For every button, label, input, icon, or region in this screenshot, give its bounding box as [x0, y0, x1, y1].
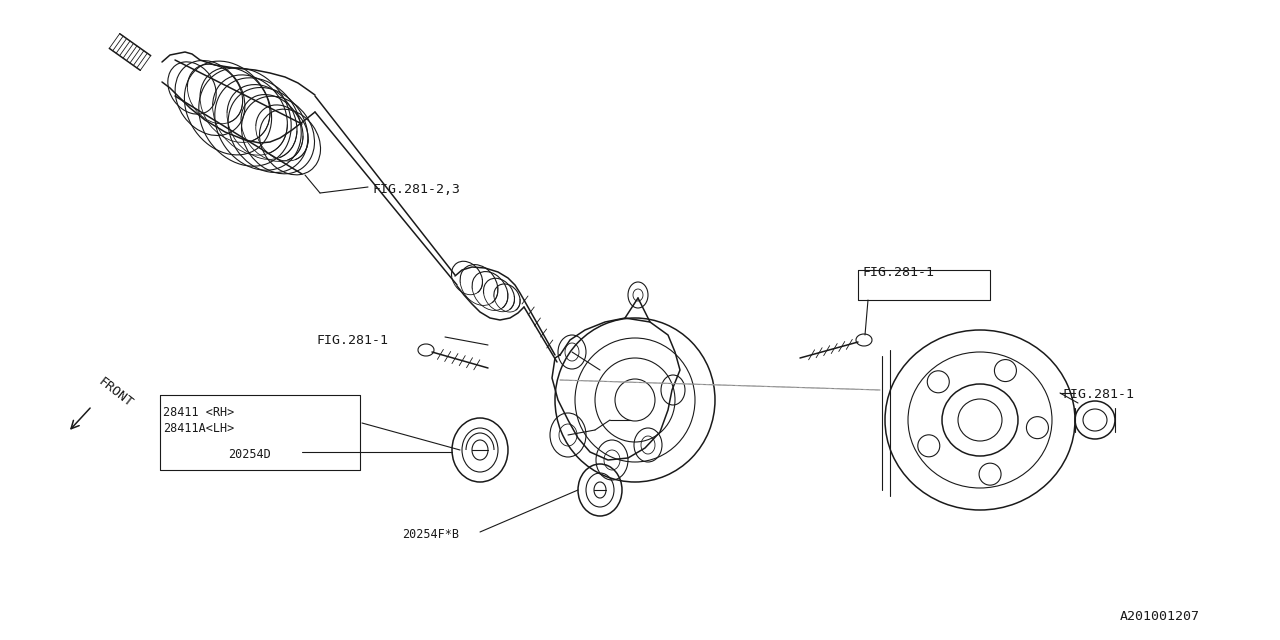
Text: FRONT: FRONT	[96, 375, 136, 410]
Text: 20254D: 20254D	[228, 448, 271, 461]
Text: A201001207: A201001207	[1120, 610, 1201, 623]
Text: FIG.281-1: FIG.281-1	[861, 266, 934, 279]
Text: FIG.281-2,3: FIG.281-2,3	[372, 183, 461, 196]
Text: 28411 <RH>: 28411 <RH>	[163, 406, 234, 419]
Text: FIG.281-1: FIG.281-1	[316, 334, 388, 347]
Text: FIG.281-1: FIG.281-1	[1062, 388, 1134, 401]
Text: 20254F*B: 20254F*B	[402, 528, 460, 541]
Text: 28411A<LH>: 28411A<LH>	[163, 422, 234, 435]
